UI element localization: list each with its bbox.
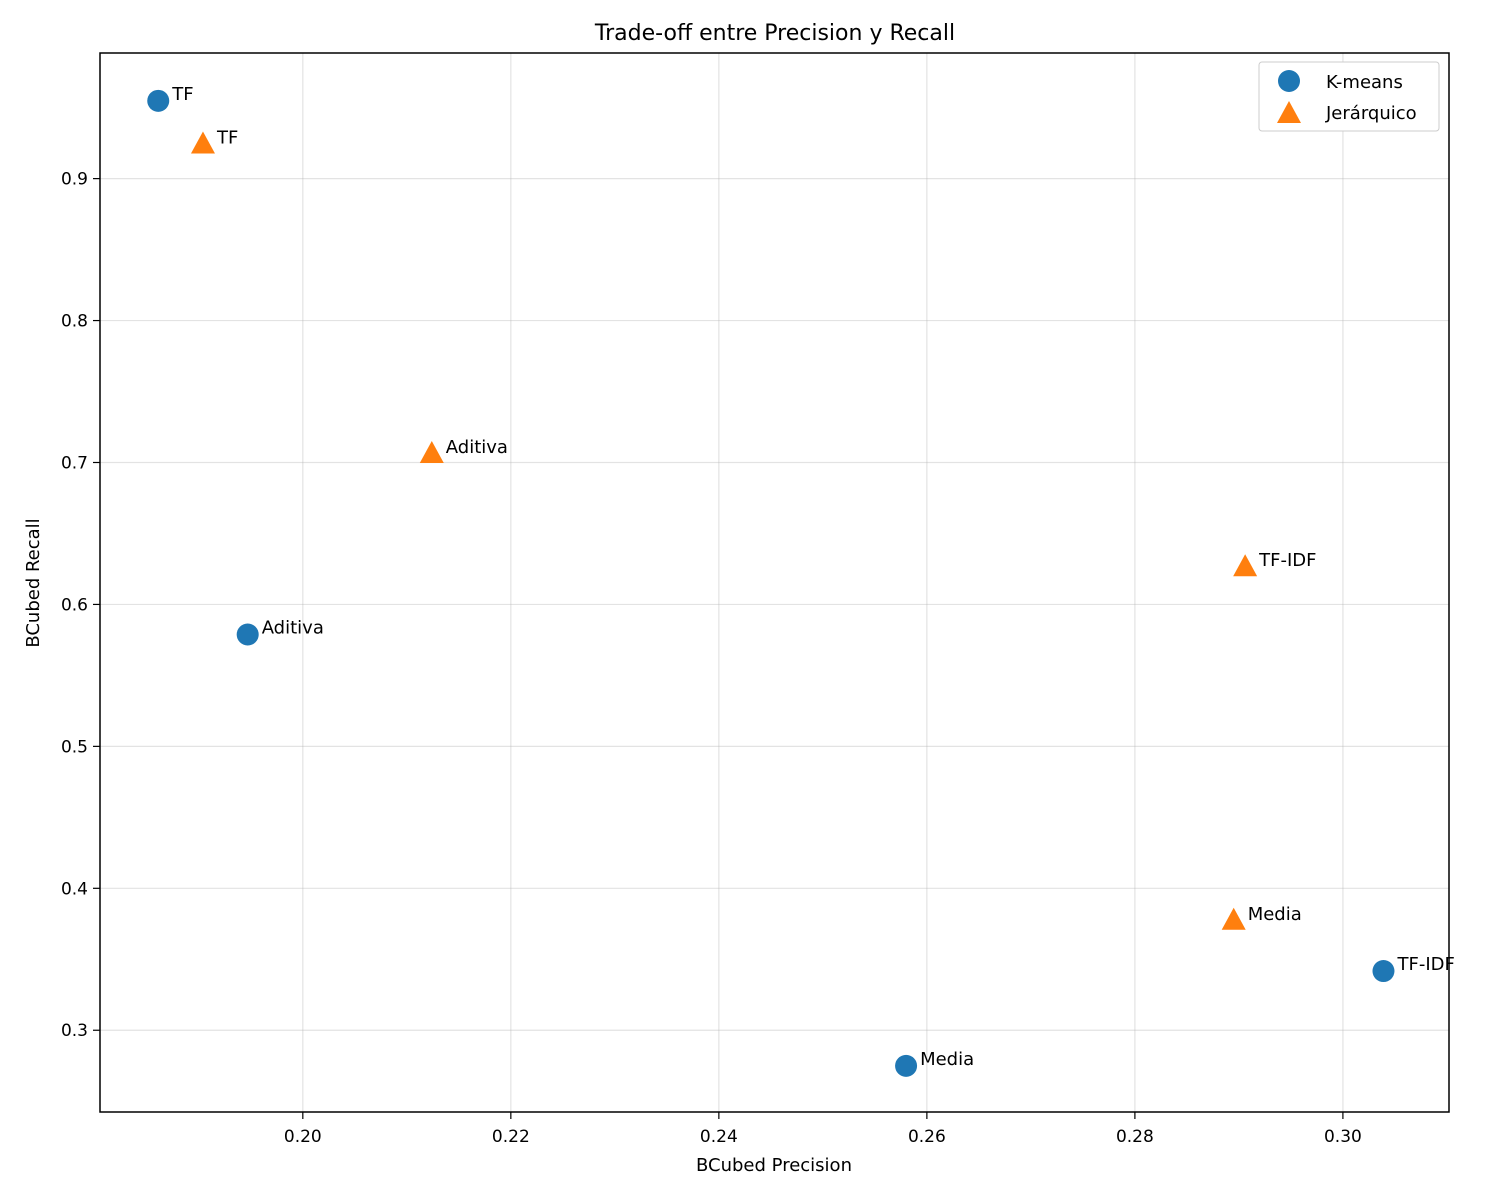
chart-title: Trade-off entre Precision y Recall bbox=[594, 21, 955, 46]
y-tick-label: 0.9 bbox=[61, 170, 88, 190]
y-tick-label: 0.3 bbox=[61, 1021, 88, 1041]
y-tick-label: 0.8 bbox=[61, 312, 88, 332]
data-point-kmeans-media bbox=[895, 1054, 918, 1077]
legend-jerarquico-marker bbox=[1277, 101, 1301, 123]
y-tick-label: 0.6 bbox=[61, 595, 88, 615]
x-tick-label: 0.26 bbox=[908, 1127, 946, 1147]
x-tick-label: 0.30 bbox=[1324, 1127, 1362, 1147]
data-point-jerarquico-media bbox=[1221, 907, 1246, 930]
data-point-kmeans-tf bbox=[147, 89, 170, 112]
x-axis-ticks: 0.20 0.22 0.24 0.26 0.28 0.30 bbox=[284, 1112, 1362, 1147]
point-label: Media bbox=[1248, 904, 1302, 925]
x-tick-label: 0.22 bbox=[492, 1127, 530, 1147]
legend-box bbox=[1258, 61, 1440, 132]
y-tick-label: 0.4 bbox=[61, 879, 88, 899]
point-label: TF-IDF bbox=[1258, 550, 1316, 571]
x-tick-label: 0.20 bbox=[284, 1127, 322, 1147]
y-axis-label: BCubed Recall bbox=[23, 518, 44, 647]
y-tick-label: 0.7 bbox=[61, 453, 88, 473]
point-label: Aditiva bbox=[262, 618, 324, 639]
x-tick-label: 0.28 bbox=[1116, 1127, 1154, 1147]
y-tick-label: 0.5 bbox=[61, 737, 88, 757]
legend: K-means Jerárquico bbox=[1258, 61, 1440, 132]
data-point-jerarquico-tf-idf bbox=[1233, 554, 1258, 577]
x-axis-label: BCubed Precision bbox=[696, 1155, 852, 1176]
grid bbox=[100, 53, 1449, 1112]
point-label: TF bbox=[216, 128, 238, 149]
x-tick-label: 0.24 bbox=[700, 1127, 738, 1147]
point-label: Media bbox=[920, 1049, 974, 1070]
legend-jerarquico-label: Jerárquico bbox=[1325, 103, 1417, 124]
point-label: Aditiva bbox=[446, 437, 508, 458]
data-point-jerarquico-tf bbox=[190, 131, 215, 154]
data-point-kmeans-tf-idf bbox=[1372, 960, 1395, 983]
legend-kmeans-label: K-means bbox=[1326, 72, 1403, 93]
data-point-jerarquico-aditiva bbox=[419, 440, 444, 463]
point-label: TF bbox=[171, 84, 193, 105]
data-point-kmeans-aditiva bbox=[236, 623, 259, 646]
y-axis-ticks: 0.3 0.4 0.5 0.6 0.7 0.8 0.9 bbox=[61, 170, 100, 1041]
data-points: TF Aditiva Media TF-IDF TF Aditiva TF-IDF Media bbox=[147, 84, 1455, 1077]
legend-kmeans-marker bbox=[1278, 70, 1300, 92]
plot-frame bbox=[99, 52, 1450, 1113]
point-label: TF-IDF bbox=[1396, 954, 1454, 975]
